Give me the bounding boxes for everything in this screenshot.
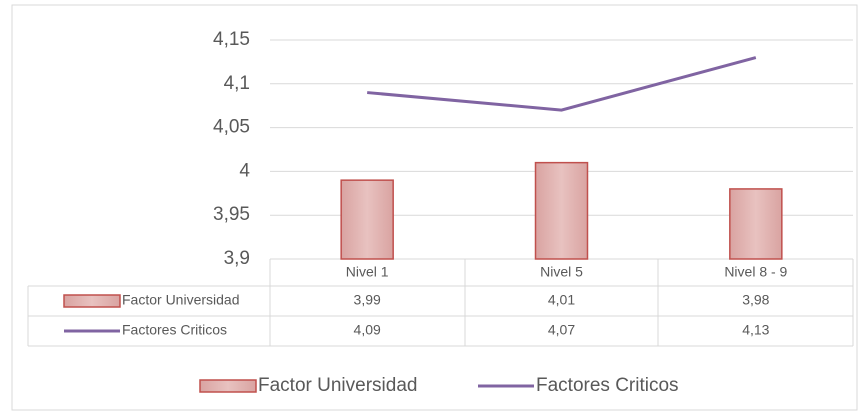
y-tick-label: 4,05 (213, 117, 250, 138)
y-tick-label: 4 (239, 160, 250, 181)
table-value: 4,13 (742, 322, 769, 338)
bar (340, 179, 394, 260)
data-table-grid (27, 259, 854, 347)
bar (534, 161, 589, 260)
y-tick-label: 4,1 (224, 73, 250, 94)
table-value: 3,98 (742, 292, 769, 308)
legend-label: Factores Criticos (536, 375, 679, 396)
x-tick-label: Nivel 8 - 9 (724, 264, 787, 280)
line (367, 56, 757, 112)
y-tick-label: 3,95 (213, 204, 250, 225)
x-tick-label: Nivel 5 (540, 264, 583, 280)
y-tick-label: 3,9 (224, 248, 250, 269)
table-row-label: Factores Criticos (122, 322, 227, 338)
chart-border (11, 4, 858, 411)
legend-swatch (63, 294, 121, 308)
table-value: 3,99 (354, 292, 381, 308)
y-tick-label: 4,15 (213, 29, 250, 50)
x-tick-label: Nivel 1 (346, 264, 389, 280)
legend-swatch (199, 379, 257, 393)
legend-label: Factor Universidad (258, 375, 417, 396)
table-value: 4,01 (548, 292, 575, 308)
bar (729, 188, 783, 260)
table-row-label: Factor Universidad (122, 292, 240, 308)
table-value: 4,07 (548, 322, 575, 338)
table-value: 4,09 (354, 322, 381, 338)
